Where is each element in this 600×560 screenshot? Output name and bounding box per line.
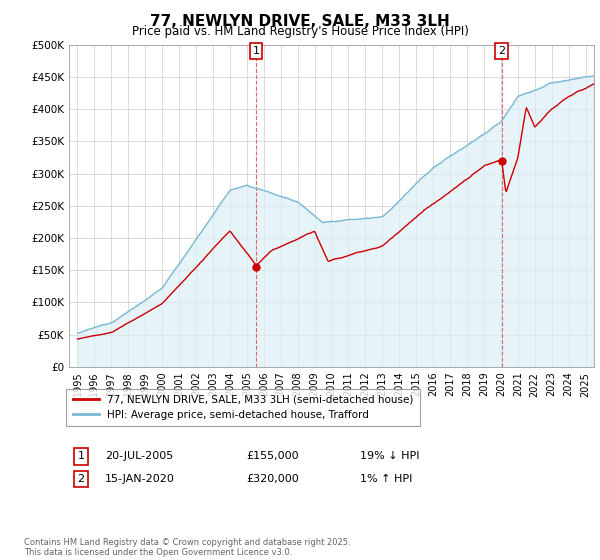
Text: Price paid vs. HM Land Registry's House Price Index (HPI): Price paid vs. HM Land Registry's House … [131, 25, 469, 38]
Text: 2: 2 [498, 46, 505, 56]
Text: 15-JAN-2020: 15-JAN-2020 [105, 474, 175, 484]
Text: 77, NEWLYN DRIVE, SALE, M33 3LH: 77, NEWLYN DRIVE, SALE, M33 3LH [150, 14, 450, 29]
Text: 1: 1 [77, 451, 85, 461]
Text: £320,000: £320,000 [246, 474, 299, 484]
Text: 1: 1 [253, 46, 260, 56]
Text: 1% ↑ HPI: 1% ↑ HPI [360, 474, 412, 484]
Text: Contains HM Land Registry data © Crown copyright and database right 2025.
This d: Contains HM Land Registry data © Crown c… [24, 538, 350, 557]
Text: £155,000: £155,000 [246, 451, 299, 461]
Text: 2: 2 [77, 474, 85, 484]
Text: 20-JUL-2005: 20-JUL-2005 [105, 451, 173, 461]
Legend: 77, NEWLYN DRIVE, SALE, M33 3LH (semi-detached house), HPI: Average price, semi-: 77, NEWLYN DRIVE, SALE, M33 3LH (semi-de… [67, 389, 419, 426]
Text: 19% ↓ HPI: 19% ↓ HPI [360, 451, 419, 461]
